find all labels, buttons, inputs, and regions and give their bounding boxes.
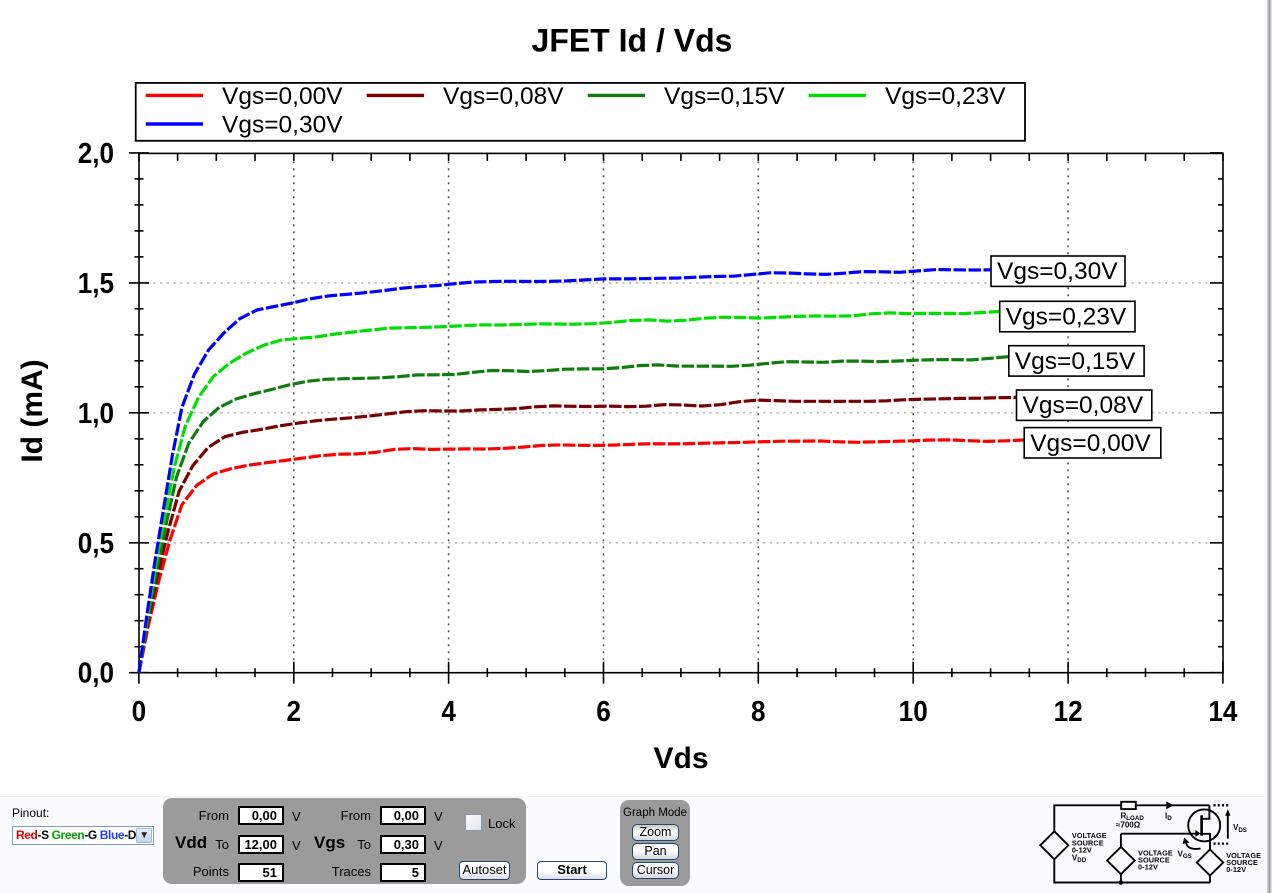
svg-text:8: 8 [751,695,766,728]
svg-text:RLOAD: RLOAD [1121,811,1145,822]
svg-text:Vgs=0,23V: Vgs=0,23V [885,83,1006,110]
svg-text:2: 2 [287,695,302,728]
svg-text:14: 14 [1208,695,1238,728]
svg-text:Id (mA): Id (mA) [16,359,49,462]
svg-text:Vgs=0,08V: Vgs=0,08V [443,83,564,110]
svg-text:Vgs=0,08V: Vgs=0,08V [1023,392,1144,419]
svg-text:0: 0 [132,695,147,728]
svg-text:VDS: VDS [1233,823,1247,834]
svg-text:Vgs=0,30V: Vgs=0,30V [222,112,343,139]
svg-text:VDD: VDD [1072,853,1087,864]
svg-text:4: 4 [441,695,456,728]
svg-text:≈700Ω: ≈700Ω [1116,821,1141,830]
svg-text:1,0: 1,0 [78,397,114,430]
svg-text:2,0: 2,0 [78,137,114,170]
svg-text:Vgs=0,30V: Vgs=0,30V [997,258,1118,285]
svg-text:Vgs=0,00V: Vgs=0,00V [222,83,343,110]
svg-text:12: 12 [1054,695,1083,728]
svg-text:VGS: VGS [1178,849,1192,860]
svg-text:Vgs=0,15V: Vgs=0,15V [664,83,785,110]
svg-text:Vgs=0,00V: Vgs=0,00V [1030,430,1151,457]
svg-text:Vds: Vds [653,742,708,775]
svg-text:0,0: 0,0 [78,656,114,689]
svg-text:10: 10 [899,695,928,728]
svg-text:0,5: 0,5 [78,527,114,560]
svg-text:6: 6 [596,695,611,728]
svg-text:Vgs=0,15V: Vgs=0,15V [1015,348,1136,375]
svg-text:Vgs=0,23V: Vgs=0,23V [1006,304,1127,331]
svg-text:1,5: 1,5 [78,267,114,300]
svg-text:ID: ID [1165,811,1172,822]
svg-text:JFET Id / Vds: JFET Id / Vds [532,23,733,59]
